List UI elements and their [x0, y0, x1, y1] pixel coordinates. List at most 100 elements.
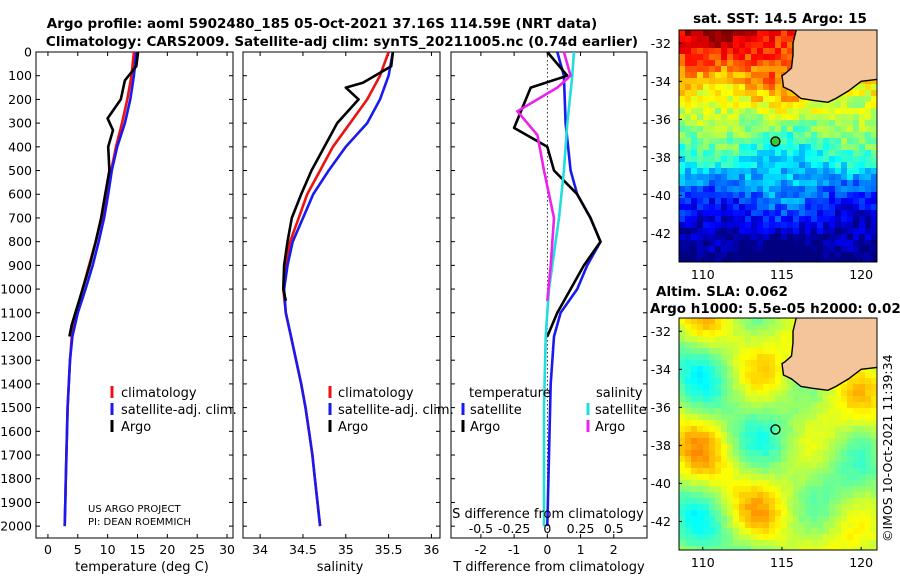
sla-cell: [865, 534, 872, 541]
x-tick-label: -2: [475, 542, 487, 557]
sla-cell: [799, 534, 806, 541]
sla-cell: [679, 390, 686, 397]
sst-cell: [853, 162, 860, 169]
sla-cell: [817, 432, 824, 439]
sla-cell: [733, 438, 740, 445]
sla-cell: [757, 432, 764, 439]
sla-cell: [709, 540, 716, 547]
sst-cell: [763, 90, 770, 97]
sst-cell: [829, 180, 836, 187]
legend-climatology-label: climatology: [338, 386, 414, 401]
sst-cell: [865, 144, 872, 151]
sla-cell: [679, 474, 686, 481]
x-tick-label: 5: [74, 542, 82, 557]
sst-cell: [799, 210, 806, 217]
sst-cell: [703, 114, 710, 121]
sla-cell: [739, 384, 746, 391]
sla-cell: [847, 456, 854, 463]
sst-cell: [799, 180, 806, 187]
sla-cell: [847, 492, 854, 499]
sst-cell: [697, 72, 704, 79]
sst-cell: [787, 186, 794, 193]
sst-cell: [709, 60, 716, 67]
sla-cell: [751, 450, 758, 457]
sst-cell: [871, 114, 877, 121]
sla-cell: [871, 438, 877, 445]
sst-cell: [703, 84, 710, 91]
sst-cell: [733, 78, 740, 85]
sla-cell: [751, 324, 758, 331]
sla-cell: [691, 336, 698, 343]
sla-cell: [763, 528, 770, 535]
sla-cell: [811, 546, 818, 550]
sla-cell: [685, 492, 692, 499]
sst-cell: [691, 180, 698, 187]
sla-cell: [871, 528, 877, 535]
sst-cell: [739, 204, 746, 211]
sla-cell: [805, 438, 812, 445]
s-difference-tick-label: 0: [543, 521, 551, 536]
sst-cell: [781, 120, 788, 127]
sla-cell: [829, 486, 836, 493]
sst-cell: [709, 78, 716, 85]
sla-cell: [787, 450, 794, 457]
sla-cell: [757, 540, 764, 547]
sla-cell: [721, 432, 728, 439]
sla-cell: [781, 462, 788, 469]
sst-cell: [871, 222, 877, 229]
sla-cell: [853, 486, 860, 493]
sla-cell: [829, 480, 836, 487]
sst-cell: [853, 228, 860, 235]
sst-cell: [703, 42, 710, 49]
sla-cell: [805, 498, 812, 505]
sst-cell: [745, 174, 752, 181]
sla-cell: [781, 528, 788, 535]
sla-cell: [871, 414, 877, 421]
sst-cell: [817, 138, 824, 145]
sst-cell: [757, 252, 764, 259]
sla-cell: [715, 366, 722, 373]
sla-cell: [835, 522, 842, 529]
sst-cell: [751, 54, 758, 61]
sst-cell: [733, 66, 740, 73]
sla-cell: [853, 426, 860, 433]
sla-cell: [775, 468, 782, 475]
sst-cell: [763, 216, 770, 223]
sst-cell: [805, 138, 812, 145]
sst-cell: [685, 234, 692, 241]
sst-cell: [769, 174, 776, 181]
sla-cell: [823, 510, 830, 517]
sla-cell: [769, 360, 776, 367]
sst-cell: [787, 108, 794, 115]
sst-cell: [739, 36, 746, 43]
sla-cell: [769, 318, 776, 325]
sla-cell: [787, 342, 794, 349]
sst-cell: [769, 180, 776, 187]
sst-cell: [679, 258, 686, 262]
depth-tick-label: 900: [8, 258, 32, 273]
sst-cell: [763, 246, 770, 253]
sla-cell: [703, 474, 710, 481]
sst-cell: [859, 192, 866, 199]
sla-cell: [835, 486, 842, 493]
sla-cell: [805, 414, 812, 421]
sst-cell: [733, 252, 740, 259]
sst-cell: [859, 168, 866, 175]
sst-cell: [745, 90, 752, 97]
sla-cell: [715, 336, 722, 343]
sla-cell: [757, 480, 764, 487]
sla-cell: [739, 318, 746, 325]
sst-cell: [733, 234, 740, 241]
sst-cell: [703, 132, 710, 139]
sla-cell: [865, 396, 872, 403]
sst-cell: [721, 54, 728, 61]
sla-cell: [817, 504, 824, 511]
sla-cell: [799, 486, 806, 493]
sst-cell: [841, 114, 848, 121]
sla-cell: [703, 444, 710, 451]
sla-cell: [781, 444, 788, 451]
sst-cell: [757, 168, 764, 175]
sla-cell: [715, 438, 722, 445]
sla-cell: [691, 492, 698, 499]
sst-cell: [799, 258, 806, 262]
